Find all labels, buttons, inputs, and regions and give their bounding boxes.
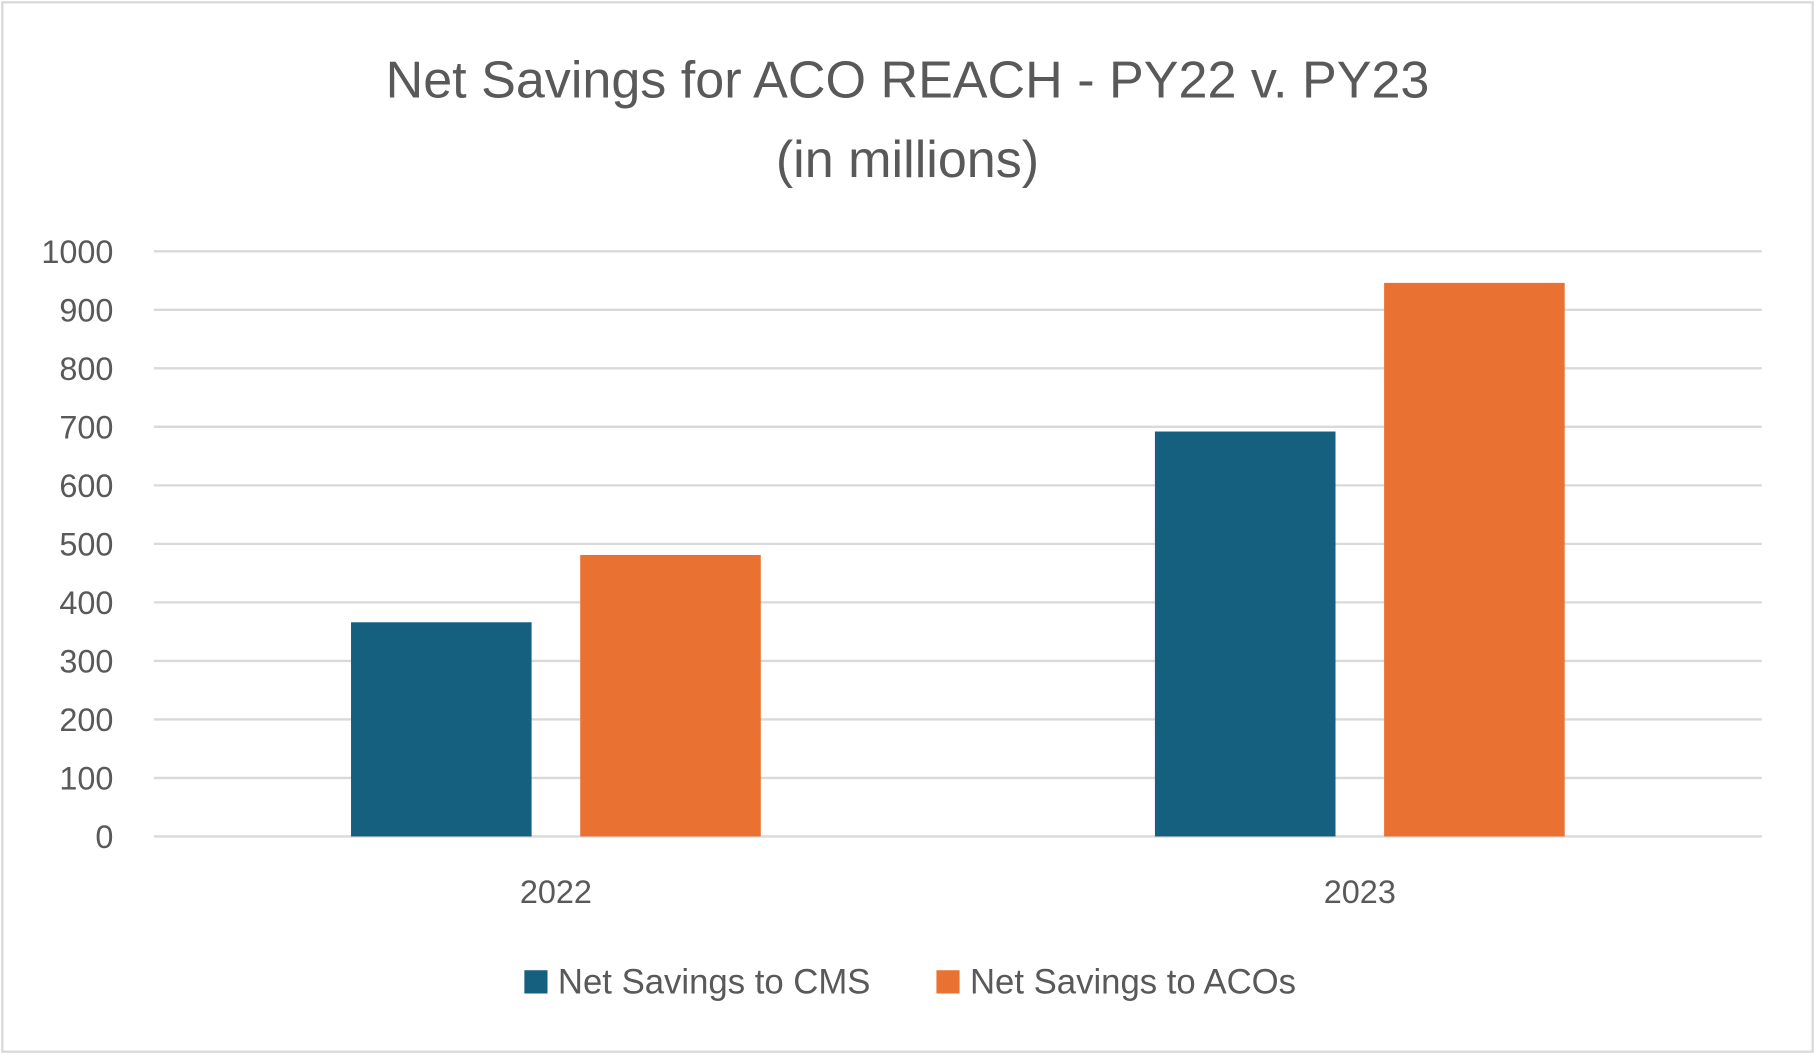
y-tick-label: 800 [59, 351, 113, 387]
y-tick-label: 0 [95, 819, 113, 855]
y-tick-label: 1000 [41, 234, 113, 270]
legend-label: Net Savings to CMS [558, 962, 871, 1001]
y-tick-label: 700 [59, 409, 113, 445]
y-tick-label: 100 [59, 760, 113, 796]
bar-net-savings-to-cms-2023 [1154, 431, 1336, 837]
x-tick-label: 2023 [1324, 874, 1396, 910]
chart-subtitle: (in millions) [776, 131, 1039, 189]
y-tick-label: 300 [59, 643, 113, 679]
y-tick-label: 200 [59, 702, 113, 738]
legend-swatch [936, 970, 960, 994]
y-tick-label: 900 [59, 292, 113, 328]
chart-title: Net Savings for ACO REACH - PY22 v. PY23 [386, 52, 1430, 110]
y-tick-label: 400 [59, 585, 113, 621]
bar-net-savings-to-cms-2022 [351, 622, 532, 837]
y-tick-label: 500 [59, 526, 113, 562]
x-tick-label: 2022 [520, 874, 592, 910]
y-tick-label: 600 [59, 468, 113, 504]
bar-net-savings-to-acos-2023 [1384, 282, 1565, 837]
legend-label: Net Savings to ACOs [970, 962, 1296, 1001]
legend-swatch [524, 970, 548, 994]
bar-net-savings-to-acos-2022 [580, 554, 761, 837]
